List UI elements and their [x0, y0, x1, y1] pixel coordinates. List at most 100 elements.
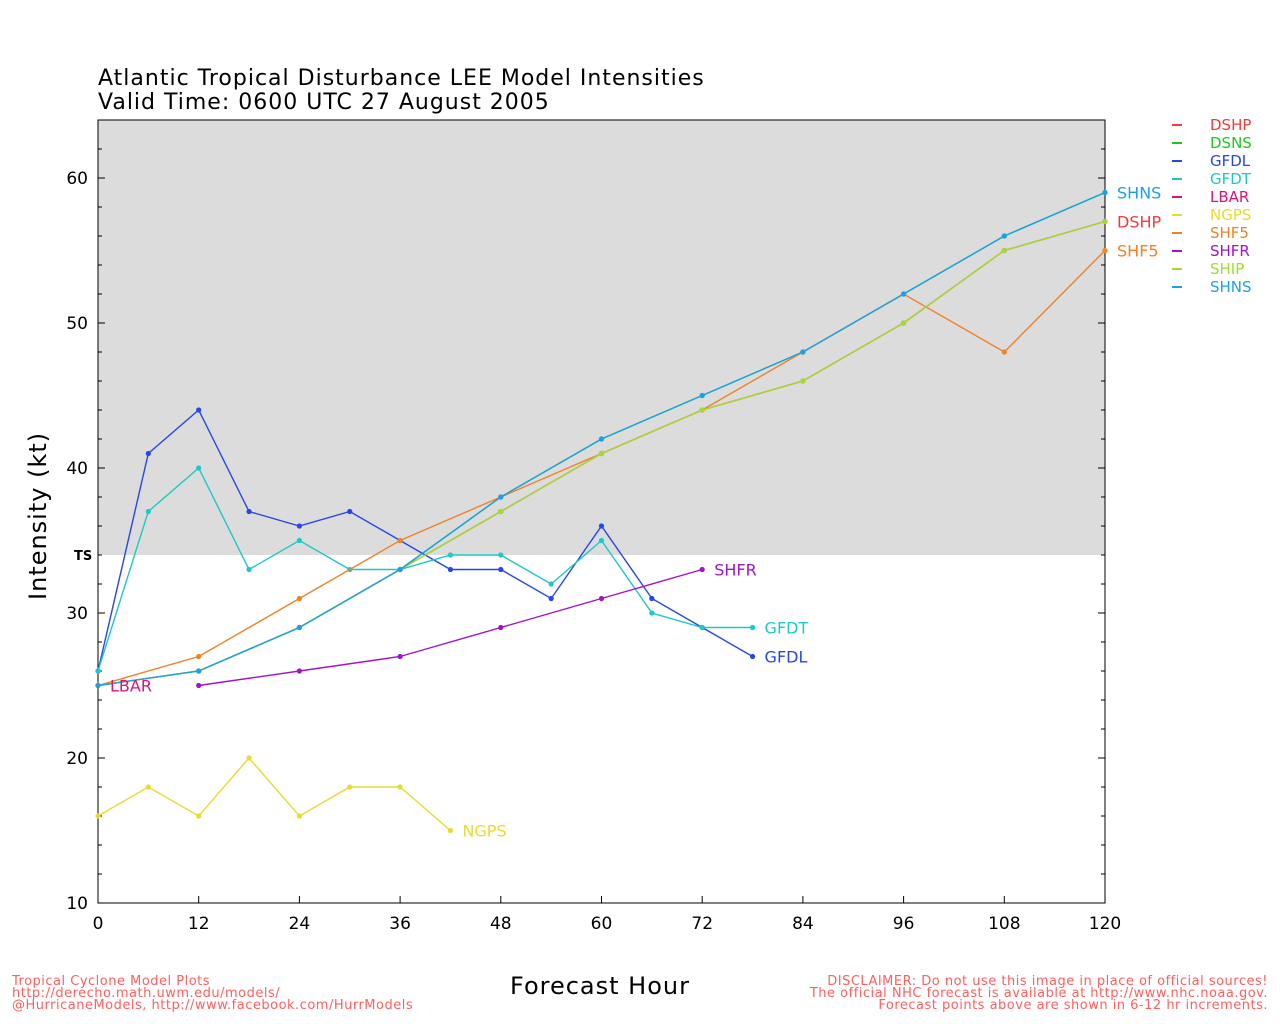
- data-point-ngps: [145, 784, 151, 790]
- data-point-shf5: [296, 595, 302, 602]
- data-point-shf5: [1102, 247, 1108, 254]
- data-point-ship: [699, 407, 705, 413]
- legend-label: LBAR: [1210, 188, 1250, 206]
- x-tick-label: 84: [792, 914, 814, 934]
- legend: DSHP DSNS GFDL GFDT LBAR NGPS SHF5 SHFR SHIP SHNS: [1172, 116, 1252, 296]
- x-tick-label: 120: [1089, 914, 1121, 934]
- legend-swatch: [1172, 142, 1182, 144]
- legend-swatch: [1172, 232, 1182, 234]
- data-point-ngps: [196, 813, 202, 819]
- footer-disclaimer-line: The official NHC forecast is available a…: [809, 986, 1268, 1001]
- legend-item-ngps: NGPS: [1172, 206, 1252, 224]
- x-tick-label: 36: [389, 914, 411, 934]
- data-point-gfdl: [548, 595, 554, 602]
- data-point-ngps: [296, 813, 302, 819]
- legend-label: GFDT: [1210, 170, 1251, 188]
- data-point-gfdt: [749, 624, 756, 631]
- y-tick-label: 50: [66, 314, 88, 334]
- legend-item-dsns: DSNS: [1172, 134, 1252, 152]
- data-point-ngps: [397, 784, 403, 790]
- series-line-shfr: [198, 568, 703, 687]
- data-point-shf5: [196, 653, 202, 660]
- legend-item-gfdl: GFDL: [1172, 152, 1252, 170]
- data-point-gfdl: [196, 407, 202, 413]
- data-point-gfdt: [699, 624, 705, 631]
- chart-subtitle: Valid Time: 0600 UTC 27 August 2005: [98, 90, 550, 115]
- data-point-gfdl: [498, 566, 504, 573]
- data-point-gfdt: [598, 537, 605, 544]
- data-point-gfdt: [548, 581, 554, 587]
- series-end-label: SHFR: [714, 561, 757, 580]
- legend-swatch: [1172, 178, 1182, 180]
- legend-label: SHNS: [1210, 278, 1252, 296]
- x-tick-label: 24: [289, 914, 311, 934]
- data-point-ship: [901, 320, 907, 326]
- series-end-label: SHF5: [1117, 242, 1159, 261]
- data-point-gfdl: [749, 653, 756, 660]
- data-point-gfdl: [598, 523, 605, 529]
- data-point-ship: [800, 378, 806, 384]
- data-point-ship: [598, 450, 605, 457]
- legend-swatch: [1172, 160, 1182, 162]
- series-end-label: GFDL: [765, 648, 808, 667]
- y-tick-label: 30: [66, 604, 88, 624]
- data-point-shns: [699, 392, 705, 399]
- footer-disclaimer-line: DISCLAIMER: Do not use this image in pla…: [827, 974, 1268, 989]
- legend-item-gfdt: GFDT: [1172, 170, 1252, 188]
- data-point-shfr: [196, 682, 202, 689]
- series-end-label: DSHP: [1117, 213, 1162, 232]
- data-point-shf5: [397, 537, 403, 544]
- ts-threshold-label: TS: [74, 549, 92, 564]
- x-axis-label: Forecast Hour: [510, 972, 690, 1000]
- footer-credits: Tropical Cyclone Model Plots http://dere…: [12, 974, 414, 1013]
- data-point-shns: [901, 291, 907, 297]
- data-point-gfdt: [447, 552, 454, 558]
- y-axis-label: Intensity (kt): [24, 431, 52, 600]
- legend-label: SHF5: [1210, 224, 1249, 242]
- data-point-shns: [1102, 189, 1108, 196]
- legend-item-shf5: SHF5: [1172, 224, 1252, 242]
- data-point-ngps: [246, 755, 252, 761]
- x-tick-label: 48: [490, 914, 512, 934]
- y-tick-label: 10: [66, 894, 88, 914]
- data-point-ngps: [447, 827, 454, 834]
- legend-label: DSHP: [1210, 116, 1252, 134]
- legend-swatch: [1172, 214, 1182, 216]
- data-point-shfr: [296, 668, 302, 674]
- data-point-shns: [296, 624, 302, 631]
- x-tick-label: 0: [93, 914, 104, 934]
- data-point-shns: [598, 436, 605, 442]
- legend-item-ship: SHIP: [1172, 260, 1252, 278]
- data-point-gfdt: [296, 537, 302, 544]
- legend-item-shfr: SHFR: [1172, 242, 1252, 260]
- data-point-ship: [498, 508, 504, 515]
- legend-item-lbar: LBAR: [1172, 188, 1252, 206]
- data-point-ship: [1102, 218, 1108, 225]
- data-point-gfdt: [649, 610, 655, 616]
- footer-credit-line: @HurricaneModels, http://www.facebook.co…: [12, 998, 414, 1013]
- legend-swatch: [1172, 124, 1182, 126]
- data-point-gfdl: [347, 508, 353, 515]
- data-point-shns: [498, 494, 504, 500]
- footer-credit-line: Tropical Cyclone Model Plots: [12, 974, 211, 989]
- legend-label: SHFR: [1210, 242, 1250, 260]
- footer-disclaimer-line: Forecast points above are shown in 6-12 …: [878, 998, 1268, 1013]
- chart-title: Atlantic Tropical Disturbance LEE Model …: [98, 66, 705, 91]
- data-point-ship: [1001, 247, 1007, 254]
- x-tick-label: 96: [893, 914, 915, 934]
- series-end-label: SHNS: [1117, 184, 1161, 203]
- data-point-shfr: [598, 595, 605, 602]
- data-point-shf5: [1001, 349, 1007, 355]
- data-point-shfr: [699, 566, 705, 573]
- data-point-gfdt: [196, 465, 202, 471]
- series-end-label: NGPS: [462, 822, 506, 841]
- legend-label: NGPS: [1210, 206, 1252, 224]
- x-tick-label: 72: [691, 914, 713, 934]
- series-line-gfdt: [97, 466, 753, 672]
- data-point-gfdl: [447, 566, 454, 573]
- legend-label: SHIP: [1210, 260, 1245, 278]
- data-point-gfdt: [95, 668, 101, 674]
- data-point-ngps: [95, 813, 101, 819]
- y-tick-label: 60: [66, 169, 88, 189]
- data-point-gfdl: [145, 450, 151, 457]
